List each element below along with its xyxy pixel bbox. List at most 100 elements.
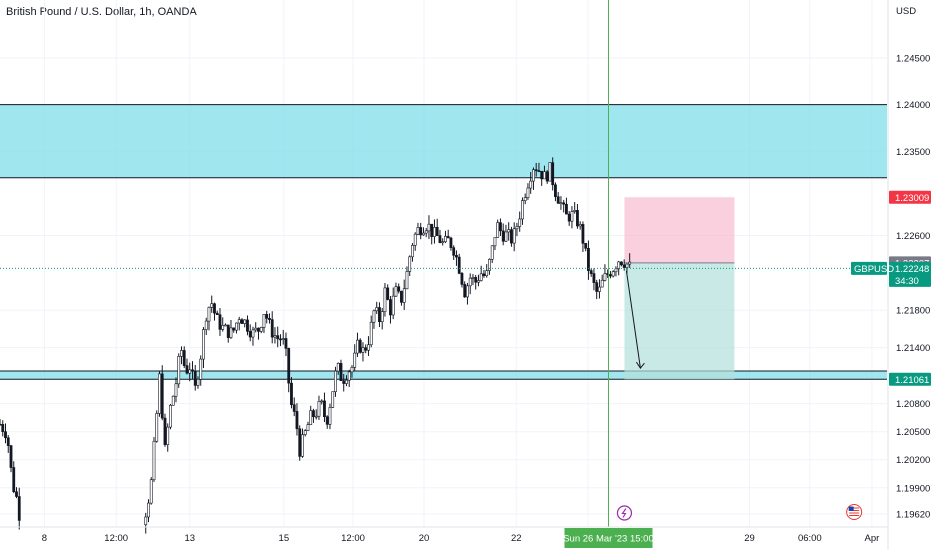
candle-body — [246, 319, 249, 332]
candle-body — [482, 273, 486, 277]
price-badge-text: 1.23009 — [895, 193, 929, 204]
candle-body — [361, 347, 365, 353]
candle-body — [529, 180, 533, 189]
candle-body — [325, 416, 329, 425]
time-tick-label: 8 — [42, 533, 47, 544]
candle-body — [507, 229, 511, 233]
current-price-badge-bg — [889, 261, 931, 287]
us-flag-icon-canton — [848, 506, 854, 511]
price-badge-bg — [889, 372, 931, 386]
candle-body — [0, 423, 2, 426]
price-tick-label: 1.21800 — [896, 306, 930, 317]
candle-body — [298, 428, 302, 457]
candle-body — [292, 404, 296, 412]
candle-body — [446, 236, 450, 239]
price-axis[interactable]: 1.24500 1.24000 1.23500 1.22600 1.21800 1.214… — [851, 0, 931, 550]
candle-body — [471, 277, 475, 279]
candle-body — [257, 327, 260, 332]
candle-body — [232, 327, 236, 331]
candle-body — [537, 170, 541, 172]
candle-body — [540, 170, 544, 180]
candle-body — [237, 319, 241, 324]
stop-loss-box[interactable] — [624, 197, 735, 263]
price-tick-label: 1.24500 — [896, 53, 930, 64]
candle-body — [611, 271, 615, 277]
candle-body — [389, 299, 392, 316]
price-tick-label: 1.23500 — [896, 147, 930, 158]
candle-body — [284, 338, 288, 349]
candle-body — [259, 327, 263, 332]
candle-body — [207, 307, 211, 322]
candle-body — [350, 367, 354, 373]
candle-body — [375, 307, 379, 312]
candle-body — [466, 285, 469, 298]
candle-body — [603, 273, 607, 281]
candle-body — [581, 224, 585, 244]
candle-body — [331, 391, 335, 408]
candle-body — [578, 224, 582, 227]
time-tick-label: 22 — [511, 533, 522, 544]
candle-body — [490, 245, 494, 260]
support-zone — [0, 370, 887, 380]
candle-body — [226, 324, 230, 338]
current-price-badge-text: 1.22248 — [895, 264, 929, 275]
symbol-badge-bg[interactable] — [851, 261, 887, 275]
candle-body — [262, 314, 266, 328]
candle-body — [534, 169, 538, 172]
candle-body — [463, 284, 467, 298]
candle-body — [199, 358, 203, 380]
candle-body — [369, 321, 373, 346]
candle-body — [185, 365, 189, 374]
candle-body — [353, 352, 357, 368]
candle-body — [570, 211, 574, 222]
candle-body — [158, 373, 161, 414]
price-tick-label: 1.20800 — [896, 399, 930, 410]
candle-body — [556, 196, 560, 204]
candle-body — [270, 319, 274, 338]
price-badge-text: 1.21061 — [895, 375, 929, 386]
candle-body — [526, 187, 530, 198]
time-tick-label: 12:00 — [104, 533, 128, 544]
time-tick-label: 13 — [185, 533, 196, 544]
candle-body — [312, 410, 315, 417]
candle-body — [457, 256, 461, 274]
overlay-layer — [0, 0, 887, 527]
candle-body — [356, 339, 359, 354]
take-profit-box[interactable] — [624, 262, 735, 380]
candle-body — [394, 286, 398, 297]
price-tick-label: 1.22600 — [896, 231, 930, 242]
candle-body — [306, 424, 310, 431]
candle-body — [336, 363, 340, 372]
candle-body — [215, 312, 219, 315]
candle-body — [6, 437, 10, 446]
candle-body — [576, 210, 579, 227]
candle-body — [210, 303, 214, 308]
candle-body — [163, 417, 167, 445]
candle-body — [160, 373, 164, 419]
position-tool[interactable] — [624, 197, 735, 380]
candle-body — [169, 404, 172, 428]
candle-body — [455, 255, 458, 258]
candle-body — [378, 307, 381, 323]
event-icons[interactable] — [616, 504, 863, 521]
currency-label: USD — [896, 6, 917, 17]
candle-body — [625, 263, 629, 268]
candle-body — [317, 401, 321, 417]
candle-body — [628, 261, 632, 265]
candle-body — [419, 227, 423, 236]
candle-body — [523, 197, 527, 201]
candles-layer — [0, 157, 632, 534]
candle-body — [279, 338, 282, 341]
candle-body — [334, 370, 337, 393]
candle-body — [512, 228, 516, 244]
candle-body — [268, 318, 271, 320]
price-badge-bg — [889, 190, 931, 204]
price-tick-label: 1.21400 — [896, 343, 930, 354]
candle-body — [204, 320, 208, 330]
candle-body — [295, 411, 299, 430]
candle-body — [383, 287, 387, 312]
candle-body — [405, 271, 409, 290]
candle-body — [287, 348, 291, 384]
